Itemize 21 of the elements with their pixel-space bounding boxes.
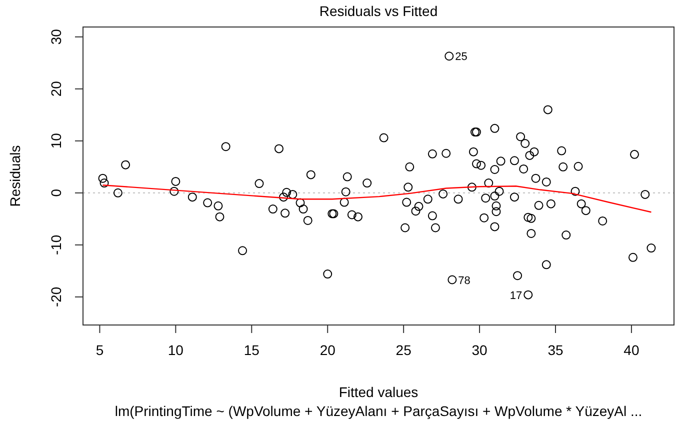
y-tick-label: 10 — [48, 132, 64, 149]
x-tick-label: 15 — [244, 342, 260, 358]
y-tick-label: -10 — [48, 234, 64, 256]
text: lm(PrintingTime ~ (WpVolume + YüzeyAlanı + ParçaSayısı + WpVolume * YüzeyAl ... — [114, 403, 642, 419]
x-tick-label: 35 — [548, 342, 564, 358]
x-tick-label: 5 — [96, 342, 104, 358]
y-tick-label: 0 — [48, 188, 64, 197]
y-tick-label: 20 — [48, 80, 64, 97]
annotation: 78 — [458, 274, 470, 287]
chart-title: Residuals vs Fitted — [319, 3, 438, 19]
y-tick-label: 30 — [48, 28, 64, 45]
annotation: 17 — [510, 290, 522, 302]
x-axis-title: Fitted values — [338, 384, 418, 400]
x-tick-label: 20 — [320, 342, 336, 358]
y-tick-label: -20 — [48, 286, 64, 308]
x-tick-label: 40 — [624, 342, 640, 358]
x-tick-label: 30 — [472, 342, 488, 358]
x-tick-label: 25 — [396, 342, 412, 358]
x-tick-label: 10 — [168, 342, 184, 358]
annotation: 25 — [455, 51, 468, 64]
y-axis-title: Residuals — [7, 145, 23, 207]
